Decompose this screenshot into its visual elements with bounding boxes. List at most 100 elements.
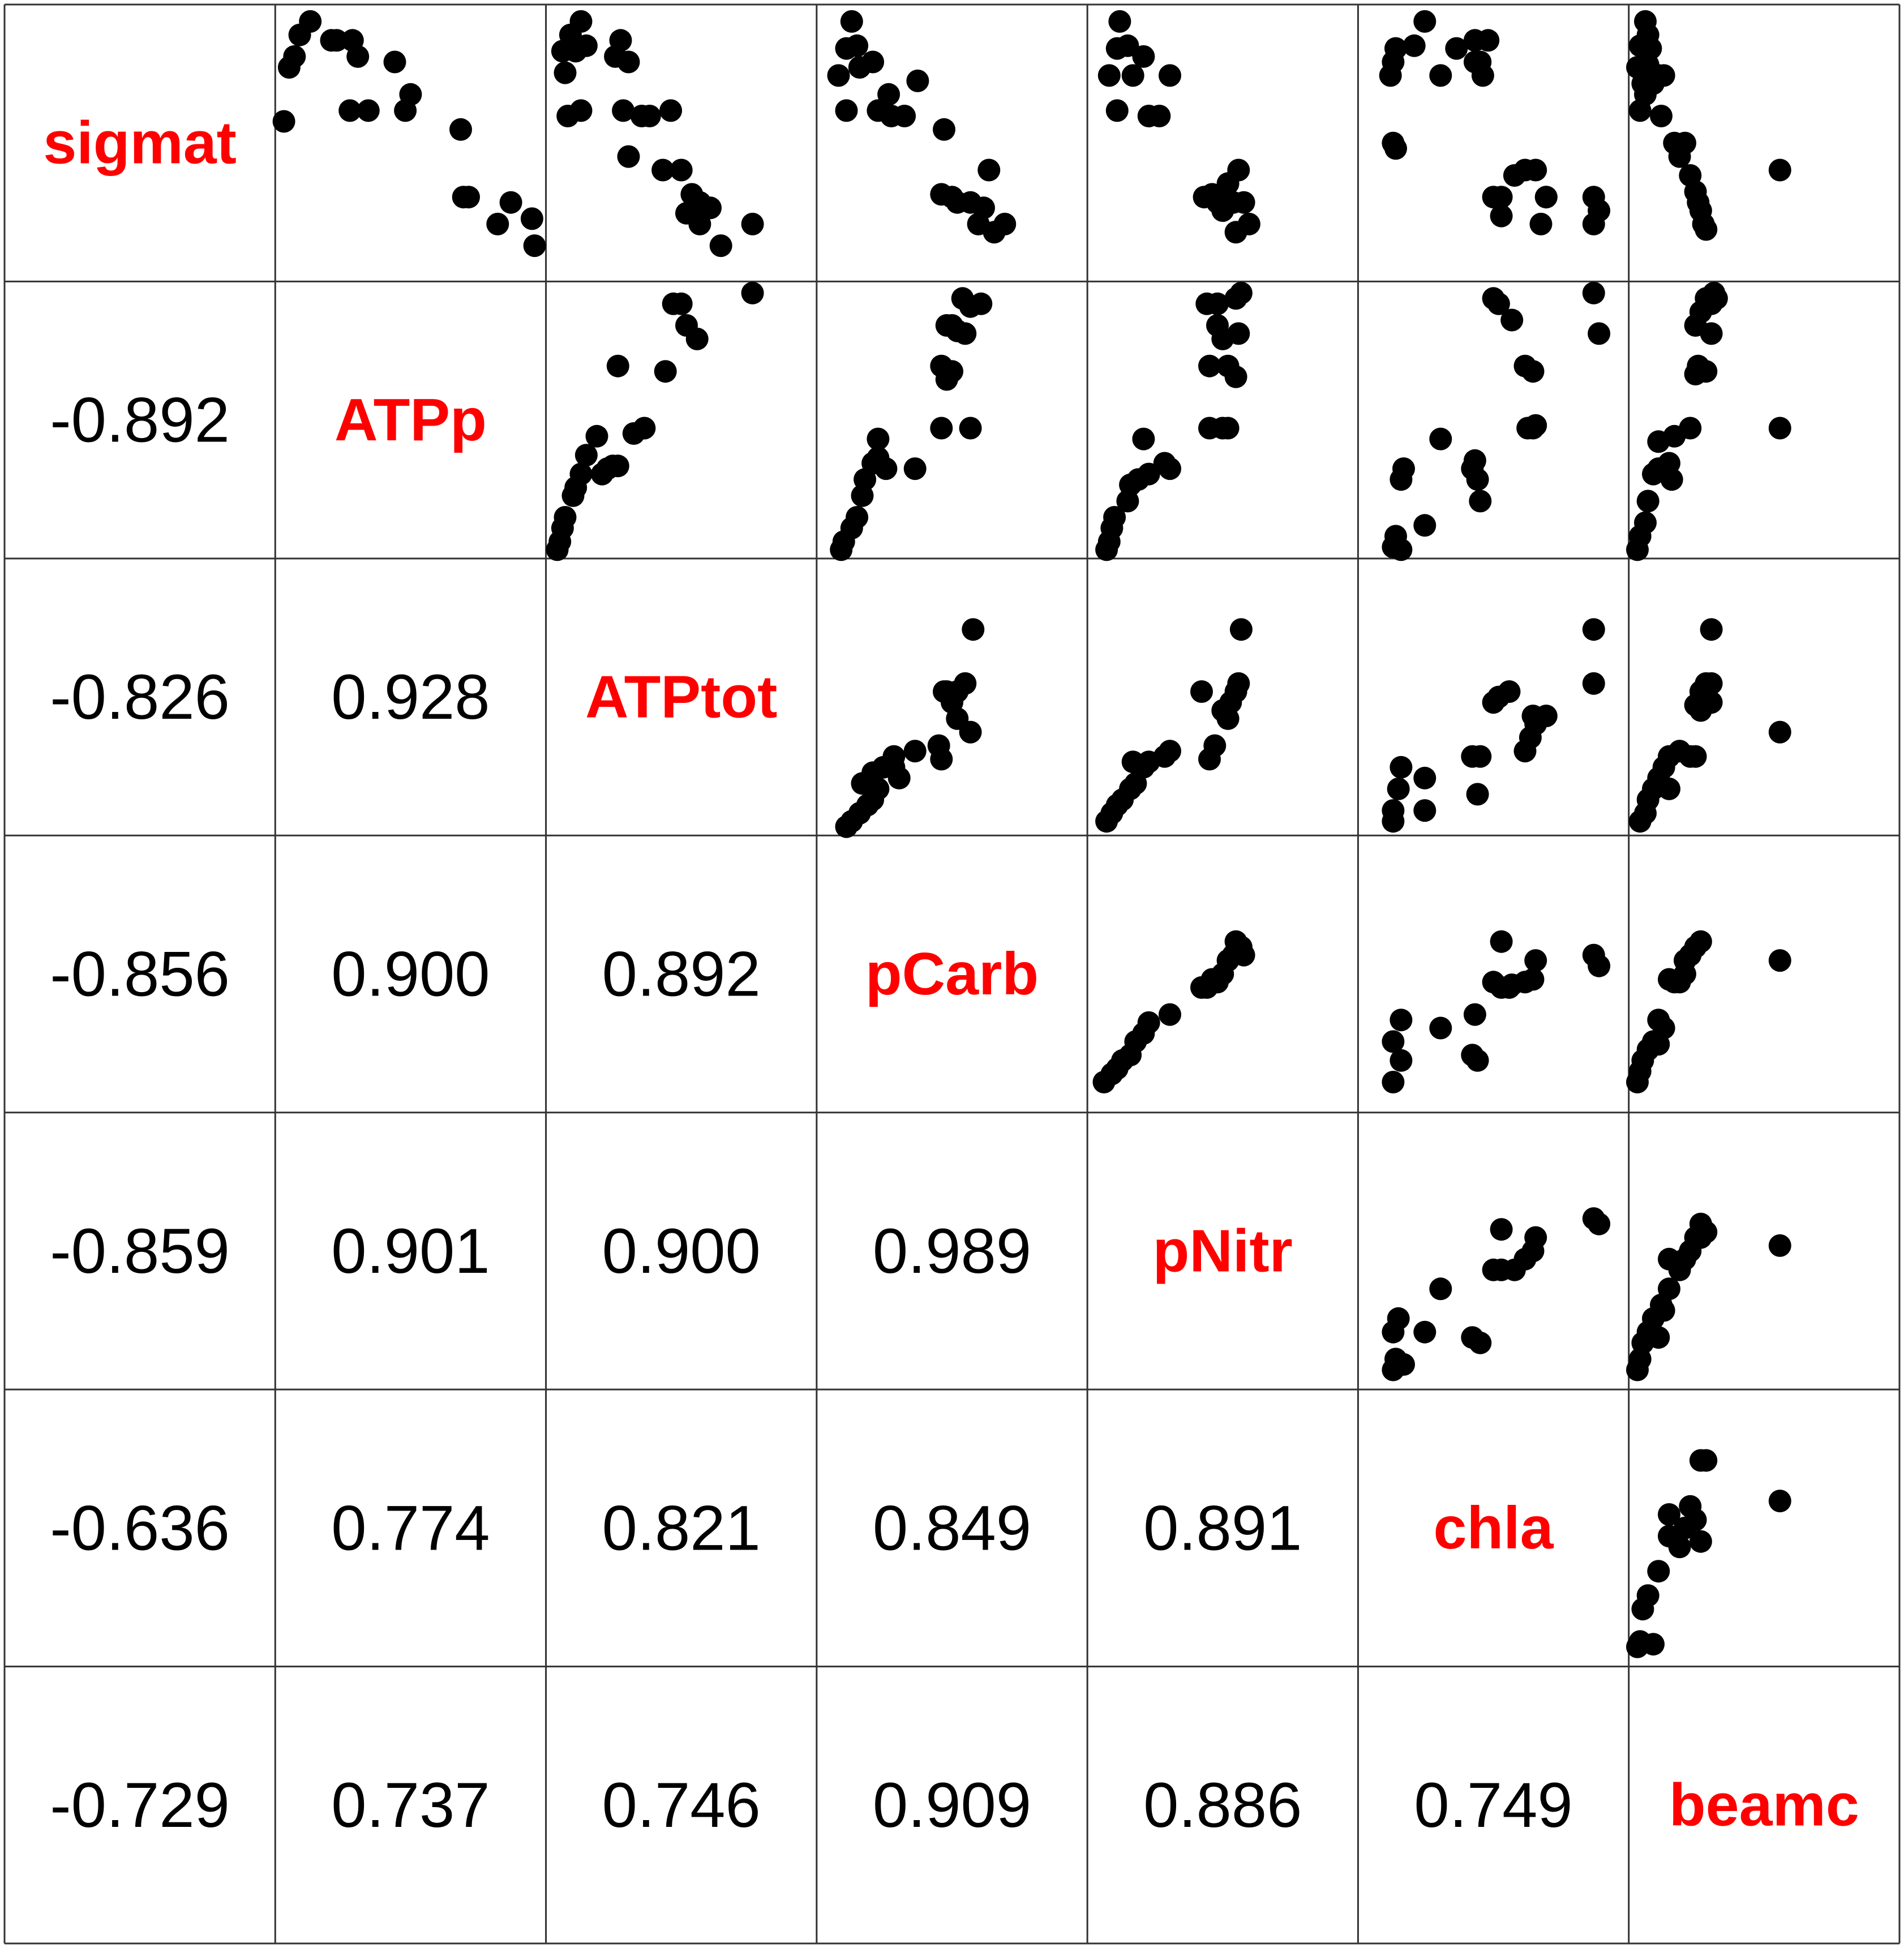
- scatter-point: [741, 281, 764, 304]
- scatter-point: [1490, 930, 1513, 953]
- scatter-point: [1132, 45, 1155, 68]
- scatter-point: [1390, 1009, 1413, 1032]
- correlation-pCarb-ATPtot: 0.892: [602, 939, 761, 1010]
- variable-label-chla: chla: [1434, 1495, 1554, 1561]
- scatter-point: [299, 10, 322, 33]
- scatter-point: [449, 118, 472, 141]
- scatter-point: [1703, 281, 1726, 304]
- scatter-point: [1469, 490, 1492, 513]
- scatter-panel-ATPtot-beamc: [1628, 618, 1791, 833]
- scatter-point: [1634, 511, 1657, 534]
- scatter-point: [1384, 137, 1407, 160]
- scatter-point: [887, 766, 911, 790]
- scatter-point: [1137, 1011, 1160, 1034]
- scatter-point: [1768, 949, 1791, 972]
- correlation-beamc-chla: 0.749: [1414, 1770, 1572, 1840]
- scatter-panel-pCarb-beamc: [1626, 930, 1791, 1093]
- correlation-chla-ATPtot: 0.821: [602, 1492, 761, 1563]
- scatter-point: [1466, 1049, 1489, 1072]
- scatter-point: [569, 462, 593, 486]
- scatter-point: [1684, 745, 1707, 768]
- scatter-point: [1498, 680, 1521, 703]
- scatter-point: [882, 745, 906, 768]
- scatter-point: [959, 417, 982, 440]
- scatter-point: [574, 444, 598, 467]
- scatter-point: [1521, 417, 1545, 440]
- scatter-point: [1382, 1030, 1405, 1053]
- scatter-point: [670, 292, 693, 315]
- scatter-point: [1198, 354, 1221, 377]
- scatter-panel-ATPtot-pNitr: [1095, 618, 1253, 833]
- scatter-point: [1524, 949, 1547, 972]
- scatter-point: [486, 212, 509, 235]
- scatter-point: [1116, 34, 1139, 57]
- scatter-point: [1159, 64, 1181, 87]
- scatter-point: [1429, 1277, 1452, 1301]
- scatter-point: [651, 158, 675, 182]
- scatter-point: [946, 680, 969, 703]
- scatter-point: [874, 457, 898, 480]
- scatter-point: [1105, 99, 1129, 122]
- scatter-point: [574, 34, 598, 57]
- scatter-panel-ATPp-beamc: [1626, 281, 1791, 561]
- scatter-point: [1390, 756, 1413, 779]
- scatter-point: [846, 506, 869, 529]
- scatter-point: [1642, 1633, 1665, 1656]
- scatter-point: [1588, 1212, 1611, 1235]
- scatter-point: [1668, 1535, 1691, 1559]
- scatter-layer: [272, 10, 1791, 1658]
- scatter-point: [1658, 1503, 1680, 1526]
- scatter-point: [1097, 64, 1121, 87]
- scatter-point: [1103, 506, 1126, 529]
- scatter-point: [867, 427, 890, 450]
- variable-label-pNitr: pNitr: [1153, 1217, 1293, 1284]
- scatter-point: [893, 105, 916, 127]
- scatter-point: [1237, 212, 1260, 235]
- scatter-panel-sigmat-ATPtot: [551, 10, 764, 258]
- scatter-point: [1588, 954, 1611, 977]
- scatter-point: [1227, 322, 1250, 345]
- scatter-panel-pNitr-chla: [1382, 1207, 1611, 1381]
- scatter-point: [903, 740, 927, 763]
- scatter-point: [1582, 672, 1605, 695]
- scatter-point: [659, 99, 683, 122]
- scatter-point: [1684, 1508, 1707, 1531]
- scatter-panel-sigmat-pCarb: [827, 10, 1017, 244]
- scatter-point: [633, 417, 656, 440]
- scatter-point: [1466, 783, 1489, 806]
- scatter-point: [283, 45, 306, 68]
- scatter-point: [325, 29, 348, 52]
- scatter-point: [1695, 218, 1718, 241]
- scatter-point: [606, 454, 629, 478]
- scatter-point: [1490, 1218, 1513, 1241]
- scatter-panel-chla-beamc: [1626, 1449, 1791, 1658]
- scatter-point: [569, 99, 593, 122]
- grid-lines: [3, 3, 1901, 1945]
- scatter-point: [638, 105, 661, 127]
- scatter-point: [1524, 158, 1547, 182]
- scatter-point: [1382, 799, 1405, 822]
- scatter-point: [1190, 680, 1213, 703]
- scatter-point: [617, 50, 640, 74]
- scatter-point: [1121, 64, 1144, 87]
- scatter-point: [1148, 105, 1171, 127]
- scatter-point: [1582, 281, 1605, 304]
- scatter-point: [1413, 10, 1436, 33]
- scatter-point: [930, 417, 953, 440]
- scatter-point: [554, 61, 577, 84]
- scatter-point: [1429, 1016, 1452, 1040]
- correlation-chla-sigmat: -0.636: [50, 1492, 230, 1563]
- scatter-point: [1658, 1277, 1680, 1301]
- correlation-pNitr-ATPp: 0.901: [331, 1216, 490, 1286]
- scatter-point: [877, 83, 900, 106]
- scatter-point: [1121, 750, 1144, 774]
- scatter-panel-sigmat-ATPp: [272, 10, 546, 258]
- scatter-point: [959, 720, 982, 744]
- correlation-ATPp-sigmat: -0.892: [50, 385, 230, 456]
- scatter-point: [654, 360, 677, 383]
- scatter-point: [1695, 1221, 1718, 1243]
- scatter-point: [1413, 1320, 1436, 1344]
- scatter-point: [1634, 10, 1657, 33]
- scatter-point: [1679, 417, 1702, 440]
- scatter-point: [1582, 212, 1605, 235]
